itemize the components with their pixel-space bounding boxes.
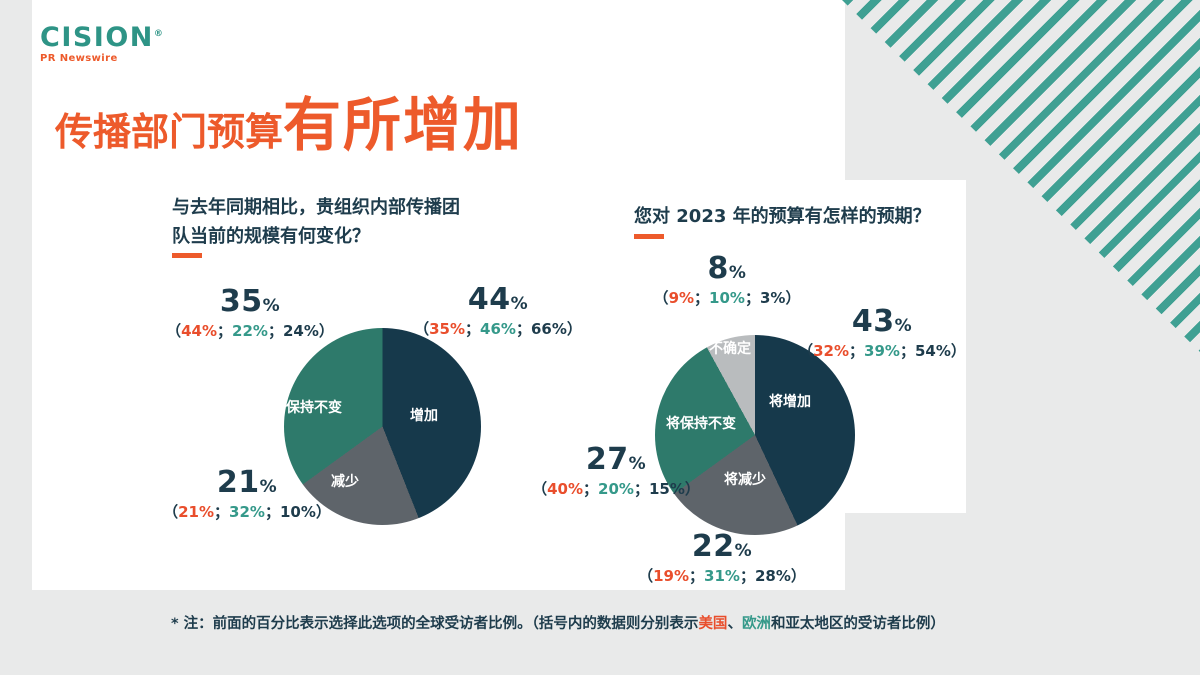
europe-value: 39% — [864, 342, 900, 360]
slice-percentage: 44% — [467, 282, 529, 317]
logo-subtext: PR Newswire — [40, 53, 118, 65]
chart1-question: 与去年同期相比，贵组织内部传播团 队当前的规模有何变化？ — [172, 194, 460, 252]
us-value: 32% — [813, 342, 850, 360]
title-emphasis: 有所增加 — [283, 91, 524, 159]
slice-label-decrease: 减少 — [331, 474, 359, 490]
europe-value: 10% — [709, 289, 745, 307]
slice-label-will-stay-same: 将保持不变 — [666, 416, 736, 432]
chart2-callout-will-stay-same: 27% （40%；20%；15%） — [532, 443, 700, 499]
regional-values: （40%；20%；15%） — [532, 480, 700, 498]
footnote: * 注：前面的百分比表示选择此选项的全球受访者比例。（括号内的数据则分别表示美国… — [148, 612, 968, 633]
accent-dash-chart1 — [172, 253, 202, 258]
pie-chart-team-size-change: 增加 减少 保持不变 — [284, 328, 481, 525]
regional-values: （35%；46%；66%） — [414, 320, 582, 338]
apac-value: 54% — [914, 342, 951, 360]
slice-percentage: 35% — [219, 284, 281, 319]
regional-values: （32%；39%；54%） — [798, 342, 966, 360]
chart2-callout-will-decrease: 22% （19%；31%；28%） — [638, 530, 806, 586]
chart2-question: 您对 2023 年的预算有怎样的预期？ — [634, 206, 931, 227]
title-prefix: 传播部门预算 — [55, 110, 284, 154]
us-value: 21% — [178, 503, 215, 521]
regional-values: （21%；32%；10%） — [163, 503, 331, 521]
apac-value: 28% — [754, 567, 791, 585]
chart1-callout-decrease: 21% （21%；32%；10%） — [163, 466, 331, 522]
chart1-question-line1: 与去年同期相比，贵组织内部传播团 — [172, 197, 460, 218]
europe-value: 32% — [229, 503, 265, 521]
slice-percentage: 22% — [691, 529, 753, 564]
europe-value: 46% — [480, 320, 516, 338]
slice-percentage: 43% — [851, 304, 913, 339]
slice-label-unsure: 不确定 — [709, 341, 751, 357]
accent-dash-chart2 — [634, 234, 664, 239]
us-value: 40% — [547, 480, 584, 498]
chart1-callout-increase: 44% （35%；46%；66%） — [414, 283, 582, 339]
europe-value: 22% — [232, 322, 268, 340]
cision-logo: CISION® PR Newswire — [40, 22, 163, 65]
us-value: 44% — [181, 322, 218, 340]
logo-wordmark: CISION® — [40, 22, 163, 53]
us-value: 35% — [429, 320, 466, 338]
apac-value: 66% — [530, 320, 567, 338]
europe-value: 20% — [598, 480, 634, 498]
slice-label-increase: 增加 — [410, 408, 438, 424]
slice-label-unchanged: 保持不变 — [286, 400, 342, 416]
slice-label-will-decrease: 将减少 — [724, 472, 766, 488]
slide-title: 传播部门预算 有所增加 — [55, 78, 523, 162]
apac-value: 24% — [282, 322, 319, 340]
slice-label-will-increase: 将增加 — [769, 394, 811, 410]
slice-percentage: 27% — [585, 442, 647, 477]
footnote-suffix: 和亚太地区的受访者比例） — [770, 616, 945, 632]
europe-value: 31% — [704, 567, 740, 585]
chart1-callout-unchanged: 35% （44%；22%；24%） — [166, 285, 334, 341]
regional-values: （9%；10%；3%） — [653, 289, 801, 307]
footnote-comma: 、 — [727, 616, 742, 632]
footnote-text: * 注：前面的百分比表示选择此选项的全球受访者比例。（括号内的数据则分别表示 — [171, 616, 699, 632]
regional-values: （19%；31%；28%） — [638, 567, 806, 585]
regional-values: （44%；22%；24%） — [166, 322, 334, 340]
us-value: 19% — [653, 567, 690, 585]
pie-chart-2023-budget-expectation: 将增加 将减少 将保持不变 不确定 — [655, 335, 855, 535]
apac-value: 15% — [648, 480, 685, 498]
chart2-callout-will-increase: 43% （32%；39%；54%） — [798, 305, 966, 361]
slice-percentage: 21% — [216, 465, 278, 500]
us-value: 9% — [668, 289, 695, 307]
logo-name: CISION — [40, 22, 154, 53]
footnote-us: 美国 — [698, 616, 728, 632]
apac-value: 3% — [759, 289, 786, 307]
slice-percentage: 8% — [707, 251, 747, 286]
chart1-question-line2: 队当前的规模有何变化？ — [172, 225, 370, 247]
chart2-callout-unsure: 8% （9%；10%；3%） — [654, 252, 801, 308]
apac-value: 10% — [279, 503, 316, 521]
footnote-europe: 欧洲 — [741, 616, 771, 632]
registered-mark-icon: ® — [153, 29, 163, 39]
